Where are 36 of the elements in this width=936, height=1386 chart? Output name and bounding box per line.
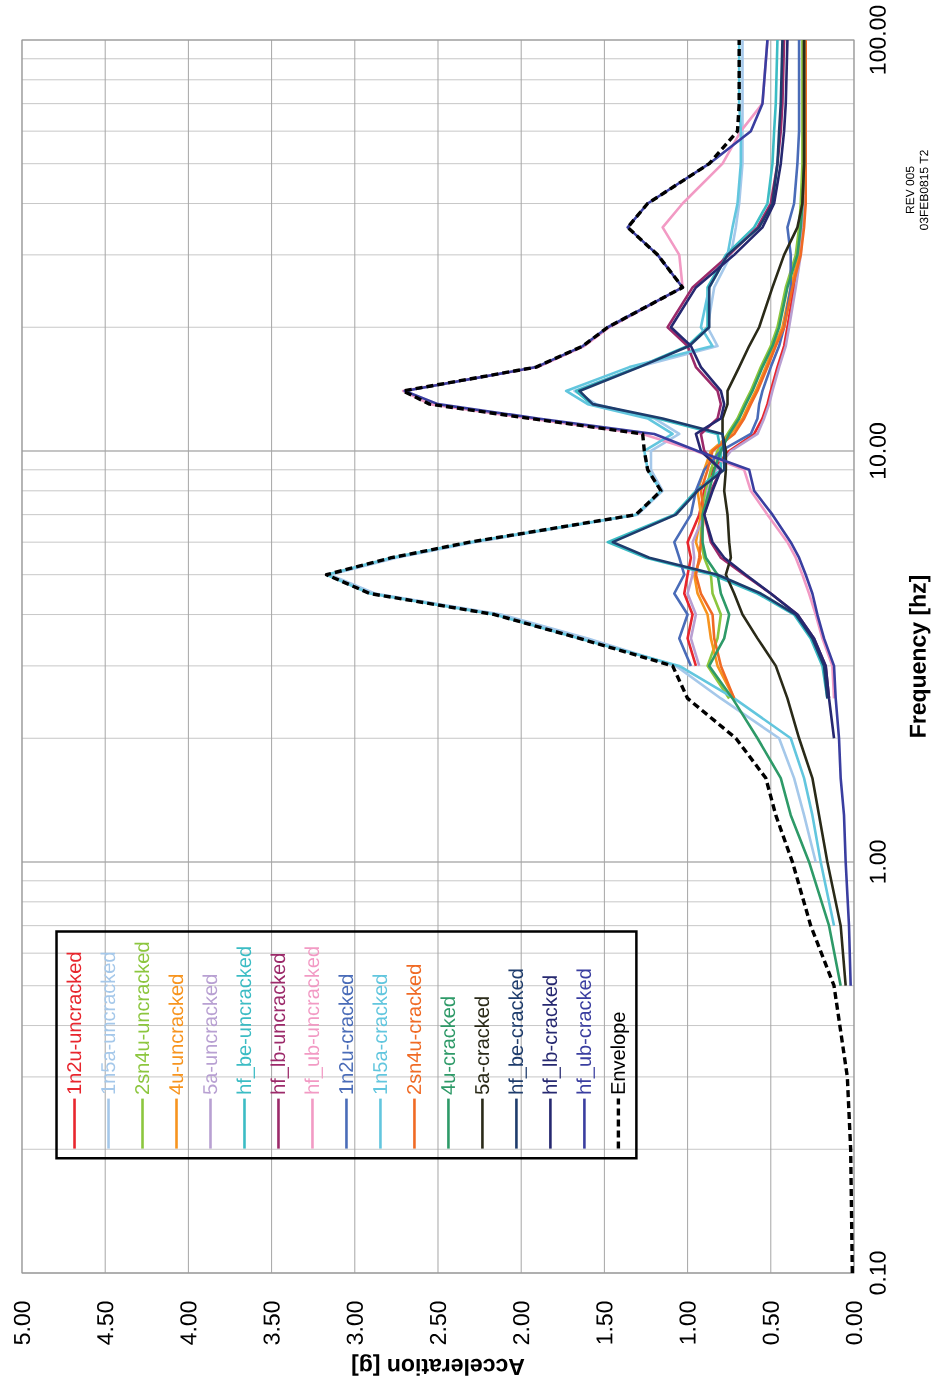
y-tick-label: 100.00 bbox=[869, 5, 886, 74]
text: 5a-cracked bbox=[474, 997, 490, 1095]
x-tick-label: 4.00 bbox=[180, 1301, 197, 1345]
text: hf_lb-uncracked bbox=[270, 953, 289, 1094]
x-tick-label: 1.00 bbox=[679, 1301, 696, 1344]
text: Envelope bbox=[610, 1012, 630, 1094]
y-axis-title: Frequency [hz] bbox=[908, 576, 931, 737]
y-tick-label: 1.00 bbox=[869, 840, 886, 883]
text: 4u-uncracked bbox=[168, 975, 184, 1095]
text: hf_be-cracked bbox=[508, 969, 527, 1094]
y-tick-label: 10.00 bbox=[869, 423, 886, 478]
x-tick-label: 0.50 bbox=[762, 1301, 779, 1345]
text: 1n2u-cracked bbox=[338, 975, 354, 1094]
text: hf_lb-cracked bbox=[542, 976, 561, 1094]
x-tick-label: 2.00 bbox=[513, 1301, 530, 1345]
x-tick-label: 3.00 bbox=[346, 1301, 363, 1345]
text: 03FEB0815 T2 bbox=[919, 150, 929, 230]
x-tick-label: 1.50 bbox=[596, 1301, 613, 1344]
text: 1n5a-cracked bbox=[372, 975, 388, 1094]
x-tick-label: 4.50 bbox=[97, 1301, 114, 1345]
text: 1n2u-uncracked bbox=[66, 952, 82, 1094]
x-tick-label: 3.50 bbox=[263, 1301, 280, 1345]
text: hf_ub-cracked bbox=[576, 969, 595, 1094]
x-tick-label: 5.00 bbox=[13, 1301, 31, 1345]
x-tick-label: 2.50 bbox=[429, 1301, 447, 1345]
x-tick-label: 0.00 bbox=[845, 1301, 863, 1345]
text: 1n5a-uncracked bbox=[100, 952, 116, 1094]
text: 2sn4u-uncracked bbox=[134, 942, 150, 1094]
text: REV 005 bbox=[905, 166, 915, 214]
text: 4u-cracked bbox=[440, 997, 456, 1095]
text: 5a-uncracked bbox=[202, 975, 218, 1095]
x-axis-title: Acceleration [g] bbox=[352, 1354, 525, 1376]
y-tick-label: 0.10 bbox=[869, 1251, 886, 1295]
text: hf_be-uncracked bbox=[236, 947, 255, 1094]
text: 2sn4u-cracked bbox=[406, 965, 422, 1094]
text: hf_ub-uncracked bbox=[304, 947, 323, 1094]
